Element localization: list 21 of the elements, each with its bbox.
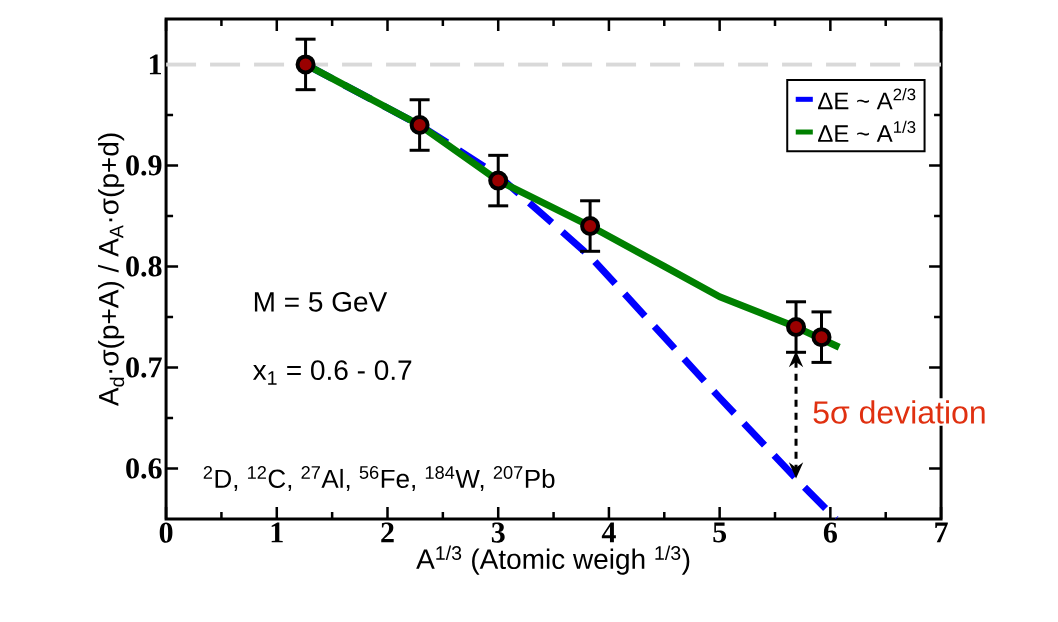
x-tick-label: 6 [823, 522, 837, 543]
y-tick-label: 0.8 [126, 256, 162, 277]
annotation: 5σ deviation [813, 400, 985, 424]
legend-label: ΔE ~ A$^{1/3}$ [818, 120, 916, 142]
y-tick-label: 1 [149, 54, 161, 75]
x-tick-label: 4 [601, 522, 616, 543]
x-tick-label: 3 [491, 522, 505, 543]
annotation: x$_{1}$ = 0.6 - 0.7 [252, 360, 412, 385]
x-tick-label: 5 [713, 522, 727, 543]
y-tick-label: 0.7 [126, 357, 162, 378]
x-tick-label: 2 [381, 522, 394, 543]
x-tick-label: 0 [159, 522, 173, 543]
annotation: M = 5 GeV [254, 291, 388, 312]
x-tick-label: 1 [271, 522, 283, 543]
y-tick-label: 0.6 [126, 458, 162, 479]
x-axis-title: A$^{1/3}$ (Atomic weigh $^{1/3}$) [416, 545, 690, 575]
y-tick-label: 0.9 [126, 155, 162, 176]
legend-label: ΔE ~ A$^{2/3}$ [818, 87, 916, 110]
y-axis-title: A$_{d}$·σ(p+A) / A$_{A}$·σ(p+d) [98, 133, 125, 407]
x-tick-label: 7 [935, 522, 948, 543]
text: $^{2}$D, $^{12}$C, $^{27}$Al, $^{56}$Fe, $^{184}$W, $^{207}$Pb [203, 466, 555, 492]
